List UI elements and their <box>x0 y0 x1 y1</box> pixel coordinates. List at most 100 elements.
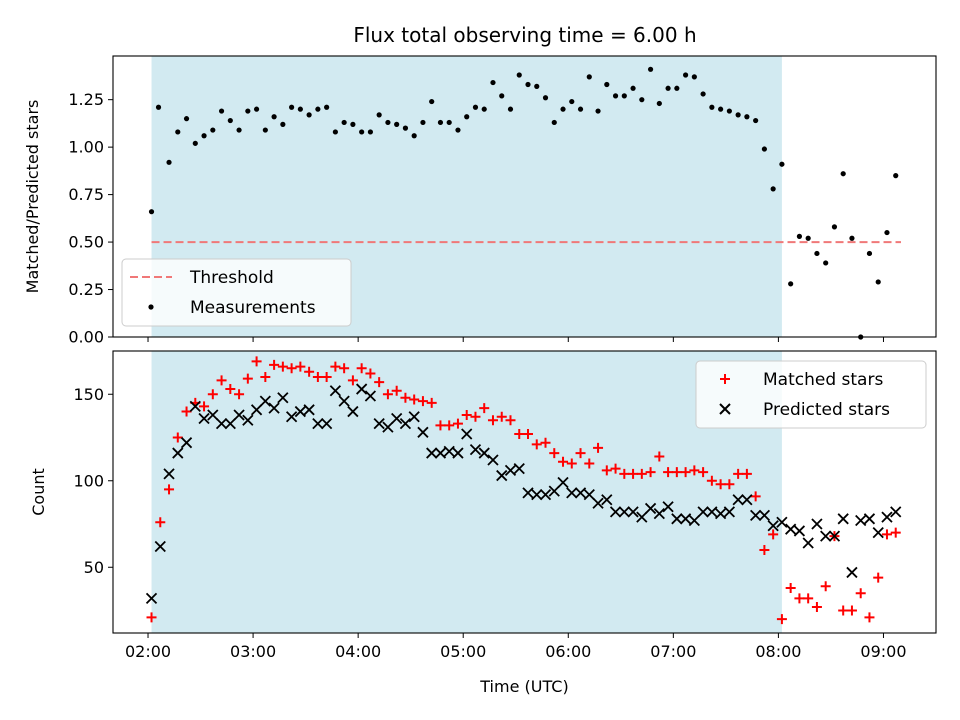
measurement-point <box>429 98 435 105</box>
predicted-point <box>364 390 377 402</box>
legend-box <box>695 360 927 429</box>
predicted-point <box>758 509 771 521</box>
measurement-point <box>744 114 750 120</box>
matched-point <box>356 363 367 374</box>
measurement-point <box>394 121 400 127</box>
predicted-point <box>417 426 429 438</box>
measurement-point <box>735 112 741 118</box>
measurement-point <box>420 119 426 126</box>
measurement-point <box>718 106 724 112</box>
matched-point <box>181 406 192 417</box>
predicted-point <box>504 464 517 477</box>
measurement-point <box>507 106 514 112</box>
matched-point <box>330 361 341 372</box>
measurement-point <box>481 106 487 112</box>
measurement-point <box>753 117 759 124</box>
y-tick-label: 0.25 <box>68 280 104 299</box>
y-tick-label: 1.25 <box>68 90 104 109</box>
predicted-point <box>741 494 753 506</box>
matched-point <box>409 394 420 405</box>
measurement-point <box>534 83 540 89</box>
matched-point <box>689 465 700 476</box>
predicted-point <box>207 409 219 421</box>
predicted-point <box>697 506 709 518</box>
matched-point <box>540 437 551 448</box>
measurement-point <box>805 235 811 241</box>
matched-point <box>759 544 770 555</box>
matched-point <box>654 451 665 462</box>
axes-frame <box>112 55 937 338</box>
predicted-point <box>828 530 841 542</box>
matched-point <box>733 468 744 479</box>
y-axis-label: Matched/Predicted stars <box>23 100 42 294</box>
predicted-point <box>557 476 569 489</box>
measurement-point <box>280 121 286 127</box>
matched-point <box>312 371 323 382</box>
matched-point <box>207 389 218 400</box>
measurement-point <box>315 106 321 112</box>
measurement-point <box>560 106 566 112</box>
y-tick-label: 50 <box>84 558 104 577</box>
predicted-point <box>189 400 201 412</box>
measurement-point <box>630 85 636 91</box>
matched-point <box>531 439 542 450</box>
measurement-point <box>665 85 671 91</box>
predicted-point <box>863 513 876 525</box>
predicted-point <box>574 487 587 499</box>
predicted-point <box>294 405 307 418</box>
matched-point <box>470 411 481 422</box>
measurement-point <box>691 74 697 80</box>
measurement-point <box>218 108 225 114</box>
predicted-point <box>285 411 298 423</box>
predicted-point <box>312 418 324 430</box>
legend: Matched stars Predicted stars <box>695 360 927 429</box>
measurement-point <box>201 133 207 139</box>
measurement-point <box>210 127 216 133</box>
predicted-point <box>653 507 665 520</box>
top-panel: 0.00 0.25 0.50 0.75 1.00 1.25 Matched/Predicte… <box>23 55 937 347</box>
legend-box <box>121 258 352 327</box>
matched-point <box>426 397 437 408</box>
matched-point <box>304 366 315 377</box>
matched-point <box>487 415 498 426</box>
predicted-point <box>303 404 315 416</box>
predicted-point <box>347 405 359 418</box>
predicted-point <box>732 494 744 506</box>
matched-point <box>785 583 796 594</box>
measurement-point <box>656 100 662 107</box>
measurement-point <box>175 129 181 135</box>
predicted-point <box>820 530 832 542</box>
matched-point <box>566 458 577 469</box>
matched-point <box>146 612 157 623</box>
measurement-point <box>577 106 584 112</box>
matched-point <box>496 411 507 422</box>
matched-point <box>549 448 560 459</box>
legend-predicted-label: Predicted stars <box>763 400 890 420</box>
measurement-point <box>849 235 855 241</box>
legend: Threshold Measurements <box>121 258 352 327</box>
legend-matched-label: Matched stars <box>763 370 883 390</box>
measurement-point <box>831 224 838 230</box>
x-tick-label: 03:00 <box>230 642 276 661</box>
measurement-point <box>647 66 654 72</box>
matched-point <box>873 572 884 583</box>
matched-point <box>461 410 472 421</box>
x-tick-label: 05:00 <box>440 642 486 661</box>
predicted-point <box>268 402 280 414</box>
measurement-point <box>271 114 277 120</box>
measurement-point <box>166 159 172 165</box>
measurement-point <box>148 209 155 215</box>
measurement-point <box>236 127 242 133</box>
predicted-point <box>172 447 184 459</box>
predicted-point <box>522 487 534 499</box>
measurement-point <box>604 81 610 88</box>
matched-point <box>260 371 271 382</box>
measurement-point <box>297 106 303 112</box>
predicted-point <box>531 488 543 501</box>
measurement-point <box>621 93 627 99</box>
matched-point <box>803 593 814 604</box>
legend-threshold-label: Threshold <box>189 268 274 288</box>
matched-point <box>645 467 656 478</box>
measurement-point <box>253 106 260 112</box>
matched-point <box>242 373 253 384</box>
